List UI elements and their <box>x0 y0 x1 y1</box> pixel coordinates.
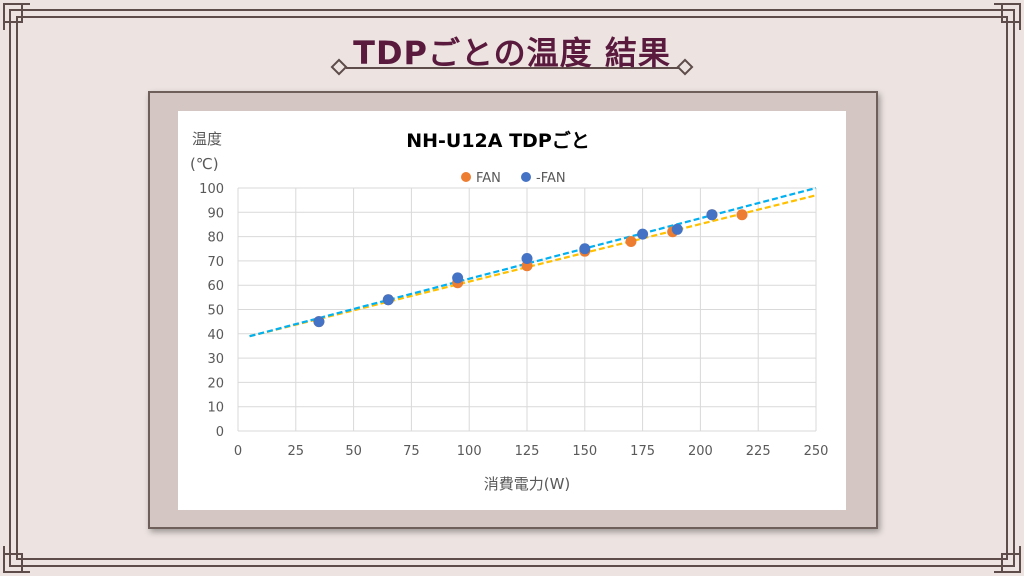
y-tick-label: 20 <box>207 376 224 391</box>
trendline-fan <box>249 194 817 338</box>
data-point-no-fan <box>706 209 718 221</box>
y-tick-label: 80 <box>207 231 224 246</box>
x-tick-label: 250 <box>804 444 829 459</box>
data-points <box>313 209 748 328</box>
legend: FAN -FAN <box>461 171 566 186</box>
x-tick-label: 175 <box>630 444 655 459</box>
data-point-fan <box>736 209 748 221</box>
y-tick-label: 40 <box>207 328 224 343</box>
x-tick-label: 200 <box>688 444 713 459</box>
x-tick-label: 225 <box>746 444 771 459</box>
grid-lines <box>237 187 817 432</box>
trendline-no-fan <box>249 186 817 338</box>
y-tick-label: 0 <box>216 425 224 440</box>
legend-label: FAN <box>476 171 501 186</box>
legend-marker <box>521 172 531 182</box>
scatter-chart: 0 25 50 75 100 125 150 175 200 225 250 0 10 20 30 40 50… <box>190 129 829 493</box>
y-tick-labels: 0 10 20 30 40 50 60 70 80 90 100 <box>199 182 224 440</box>
x-tick-label: 75 <box>403 444 420 459</box>
y-tick-label: 100 <box>199 182 224 197</box>
data-point-no-fan <box>452 272 464 284</box>
data-point-no-fan <box>637 228 649 240</box>
data-point-fan <box>625 235 637 247</box>
trendlines <box>249 186 817 338</box>
y-tick-label: 60 <box>207 279 224 294</box>
x-axis-label: 消費電力(W) <box>484 475 571 493</box>
slide-title: TDPごとの温度 結果 <box>353 34 671 72</box>
data-point-no-fan <box>521 252 533 264</box>
data-point-no-fan <box>579 243 591 255</box>
x-tick-label: 100 <box>457 444 482 459</box>
legend-marker <box>461 172 471 182</box>
x-tick-label: 25 <box>288 444 305 459</box>
title-underline <box>330 58 694 76</box>
x-tick-label: 0 <box>234 444 242 459</box>
legend-label: -FAN <box>536 171 566 186</box>
data-point-no-fan <box>313 316 325 328</box>
x-tick-label: 50 <box>345 444 362 459</box>
data-point-no-fan <box>382 294 394 306</box>
y-tick-label: 70 <box>207 255 224 270</box>
y-tick-label: 90 <box>207 206 224 221</box>
y-tick-label: 50 <box>207 304 224 319</box>
y-tick-label: 10 <box>207 401 224 416</box>
chart-panel: 0 25 50 75 100 125 150 175 200 225 250 0 10 20 30 40 50… <box>178 111 846 510</box>
y-tick-label: 30 <box>207 352 224 367</box>
x-tick-label: 150 <box>572 444 597 459</box>
x-tick-labels: 0 25 50 75 100 125 150 175 200 225 250 <box>234 444 829 459</box>
data-point-no-fan <box>671 223 683 235</box>
chart-title: NH-U12A TDPごと <box>406 129 590 152</box>
y-axis-label: 温度 <box>192 130 222 148</box>
y-axis-unit: (℃) <box>190 155 219 173</box>
x-tick-label: 125 <box>515 444 540 459</box>
